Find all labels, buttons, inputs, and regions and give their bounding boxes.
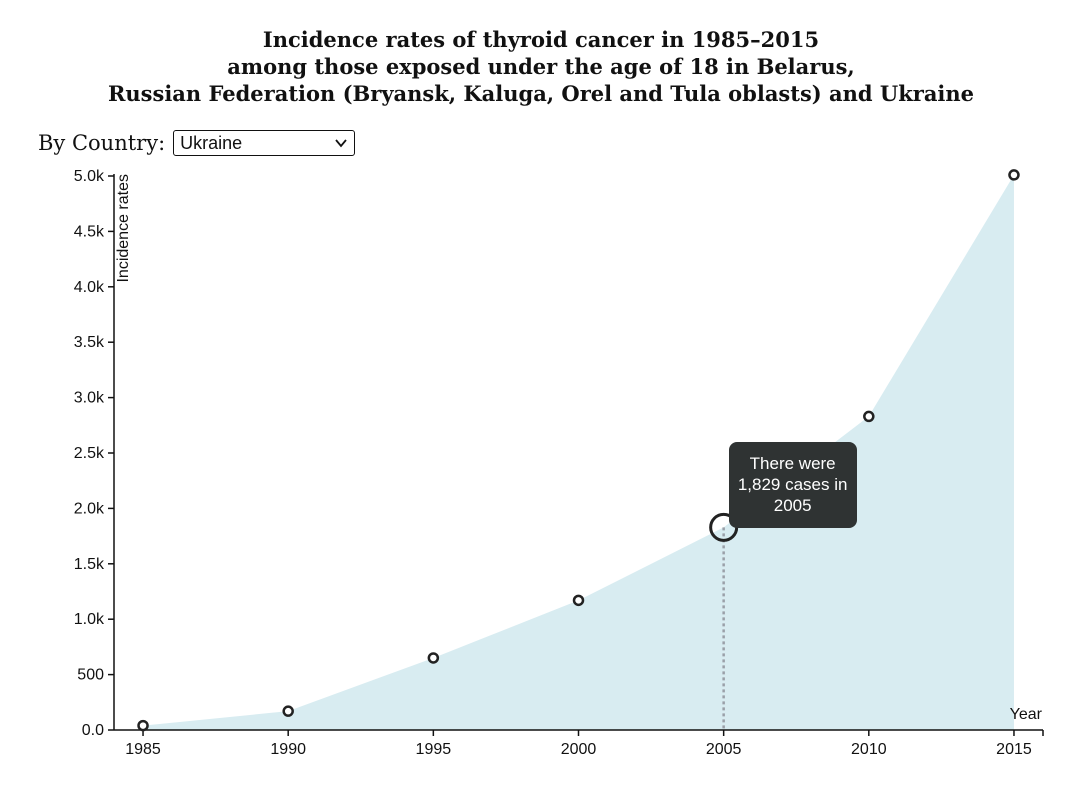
y-tick-label: 1.5k <box>74 556 105 573</box>
data-point <box>572 594 585 607</box>
y-axis-label: Incidence rates <box>115 174 132 283</box>
x-tick-label: 1985 <box>125 741 161 758</box>
data-point <box>282 705 294 717</box>
chevron-down-icon <box>335 139 347 148</box>
y-tick-label: 3.5k <box>74 334 105 351</box>
chart-title: Incidence rates of thyroid cancer in 198… <box>0 26 1082 107</box>
area-layer <box>143 174 1014 731</box>
x-tick-label: 1990 <box>270 741 306 758</box>
y-tick-label: 1.0k <box>74 611 105 628</box>
x-tick-label: 2000 <box>561 741 597 758</box>
chart-title-line-2: among those exposed under the age of 18 … <box>227 54 855 79</box>
x-tick-label: 1995 <box>416 741 452 758</box>
x-tick-label: 2005 <box>706 741 742 758</box>
data-tooltip: There were 1,829 cases in 2005 <box>728 442 857 529</box>
x-axis-label: Year <box>1010 706 1043 723</box>
country-select-value: Ukraine <box>180 132 243 153</box>
data-point <box>1008 169 1020 181</box>
data-point <box>137 719 149 732</box>
area-series <box>143 174 1014 731</box>
y-tick-label: 3.0k <box>74 390 105 407</box>
x-tick-label: 2015 <box>996 741 1032 758</box>
axis-layer: 0.0 500 1.0k 1.5k 2.0k 2.5k 3.0k 3.5k 4.0k 4.5k 5.… <box>74 168 1044 758</box>
country-filter: By Country: Ukraine <box>38 130 356 156</box>
x-tick-label: 2010 <box>851 741 887 758</box>
y-tick-label: 4.5k <box>74 223 105 240</box>
y-tick-label: 2.0k <box>74 500 105 517</box>
data-point <box>863 410 875 423</box>
data-point <box>427 652 440 664</box>
y-tick-label: 0.0 <box>82 722 104 739</box>
y-tick-label: 2.5k <box>74 445 105 462</box>
chart-title-line-3: Russian Federation (Bryansk, Kaluga, Ore… <box>107 81 975 106</box>
chart-title-line-1: Incidence rates of thyroid cancer in 198… <box>262 27 820 52</box>
y-tick-label: 500 <box>77 667 104 684</box>
country-filter-label: By Country: <box>38 131 166 155</box>
y-tick-label: 5.0k <box>74 168 105 185</box>
country-select[interactable]: Ukraine <box>173 130 356 156</box>
y-tick-label: 4.0k <box>74 279 105 296</box>
